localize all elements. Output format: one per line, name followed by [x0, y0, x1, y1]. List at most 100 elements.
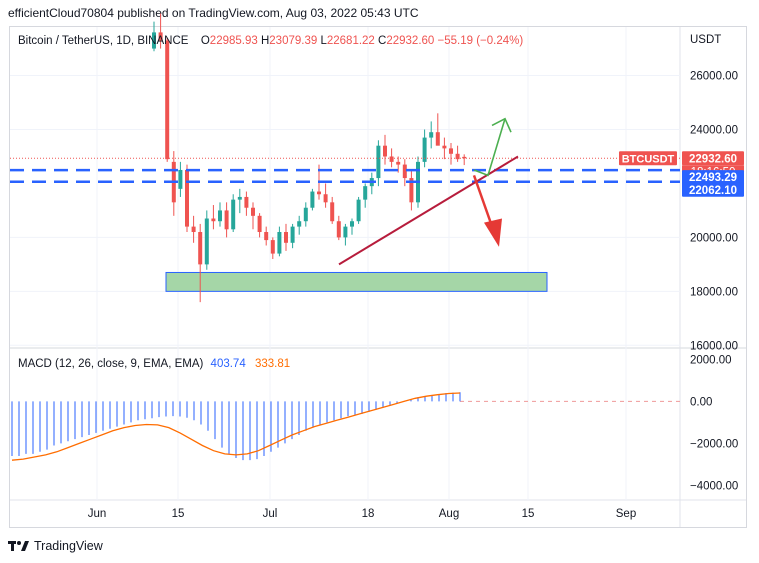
candle-body — [165, 40, 170, 160]
macd-tick-label: 2000.00 — [690, 354, 732, 366]
candle — [231, 194, 236, 233]
candle-body — [303, 207, 308, 222]
candle-body — [442, 145, 447, 149]
signal-value: 333.81 — [254, 358, 291, 370]
candle-body — [323, 194, 328, 203]
candle — [218, 202, 222, 227]
candle — [409, 169, 414, 211]
symbol-tag-bg — [619, 151, 677, 166]
candle-body — [363, 186, 368, 200]
symbol-tag-text: BTCUSDT — [622, 153, 675, 165]
last-price-label: 22932.60 — [682, 151, 744, 166]
candle — [257, 213, 262, 238]
upper-level-label-bg — [682, 170, 744, 185]
candle — [396, 156, 401, 173]
candle — [171, 151, 176, 216]
candle — [429, 121, 434, 149]
candle — [363, 183, 368, 208]
symbol-legend: Bitcoin / TetherUS, 1D, BINANCE O22985.9… — [18, 35, 523, 47]
open-label: O — [200, 35, 210, 47]
candle-body — [185, 169, 189, 227]
time-tick-label: Jul — [263, 508, 278, 520]
candle-body — [211, 218, 216, 222]
candle — [435, 113, 440, 146]
macd-tick-label: −4000.00 — [690, 480, 738, 492]
candle-body — [310, 191, 315, 208]
time-tick-label: 18 — [362, 508, 375, 520]
candle-body — [455, 153, 460, 160]
candle-body — [284, 232, 288, 243]
candle-body — [402, 164, 407, 179]
candle-body — [376, 145, 381, 179]
candle — [237, 188, 242, 214]
macd-title[interactable]: MACD (12, 26, close, 9, EMA, EMA) — [18, 358, 204, 370]
upper-level-label: 22493.29 — [682, 170, 744, 185]
candle — [277, 226, 282, 257]
candle-body — [429, 132, 434, 138]
upper-level-label-text: 22493.29 — [689, 172, 737, 184]
time-tick-label: Aug — [439, 508, 459, 520]
macd-tick-label: 0.00 — [690, 396, 712, 408]
low-label: L — [320, 35, 327, 47]
candle-body — [435, 132, 440, 146]
candle — [191, 215, 196, 243]
lower-level-label: 22062.10 — [682, 182, 744, 197]
candle-body — [158, 32, 163, 41]
candle — [449, 142, 453, 165]
candle-body — [383, 145, 387, 157]
tradingview-logo-icon — [8, 541, 29, 551]
symbol-tag: BTCUSDT — [619, 151, 677, 166]
candle-body — [462, 156, 467, 159]
candle — [323, 183, 328, 208]
candle — [244, 191, 249, 216]
candle-body — [244, 196, 249, 208]
candle — [422, 129, 427, 168]
candle — [165, 37, 170, 162]
footer-brand[interactable]: TradingView — [8, 539, 103, 553]
low-value: 22681.22 — [326, 35, 375, 47]
candle — [185, 164, 189, 233]
candle — [158, 13, 163, 49]
candle — [455, 145, 460, 162]
time-tick-label: 15 — [172, 508, 185, 520]
change-value: −55.19 (−0.24%) — [437, 35, 524, 47]
candle — [284, 223, 288, 251]
candle-body — [257, 215, 262, 233]
candle — [356, 196, 361, 224]
candle-body — [224, 210, 229, 230]
candle — [297, 215, 302, 235]
candle-body — [356, 199, 361, 222]
symbol-name[interactable]: Bitcoin / TetherUS, 1D, BINANCE — [18, 35, 189, 47]
candle — [442, 137, 447, 160]
candle — [402, 159, 407, 187]
candle-body — [270, 240, 275, 254]
price-tick-label: 20000.00 — [690, 232, 738, 244]
candle-body — [389, 156, 394, 162]
open-value: 22985.93 — [209, 35, 258, 47]
candle — [152, 21, 156, 52]
candle-body — [191, 226, 196, 233]
candle — [310, 188, 315, 211]
candle — [330, 196, 335, 224]
support-zone-box — [165, 271, 548, 292]
chart-frame — [9, 26, 747, 528]
candle — [350, 218, 354, 235]
price-tick-label: 24000.00 — [690, 125, 738, 137]
macd-legend: MACD (12, 26, close, 9, EMA, EMA) 403.74… — [18, 358, 290, 370]
price-tick-label: 16000.00 — [690, 340, 738, 352]
candle-body — [218, 210, 222, 222]
candle — [204, 210, 209, 270]
lower-level-label-text: 22062.10 — [689, 185, 737, 197]
candle-body — [290, 226, 295, 243]
candle-body — [264, 232, 269, 241]
macd-value: 403.74 — [210, 358, 246, 370]
candle — [178, 161, 183, 197]
lower-level-label-bg — [682, 182, 744, 197]
candle-body — [317, 191, 321, 195]
bullish-arrow-path — [473, 118, 506, 177]
candle-body — [204, 218, 209, 265]
trendline — [338, 155, 519, 266]
currency-label: USDT — [690, 34, 722, 46]
candle — [224, 202, 229, 238]
